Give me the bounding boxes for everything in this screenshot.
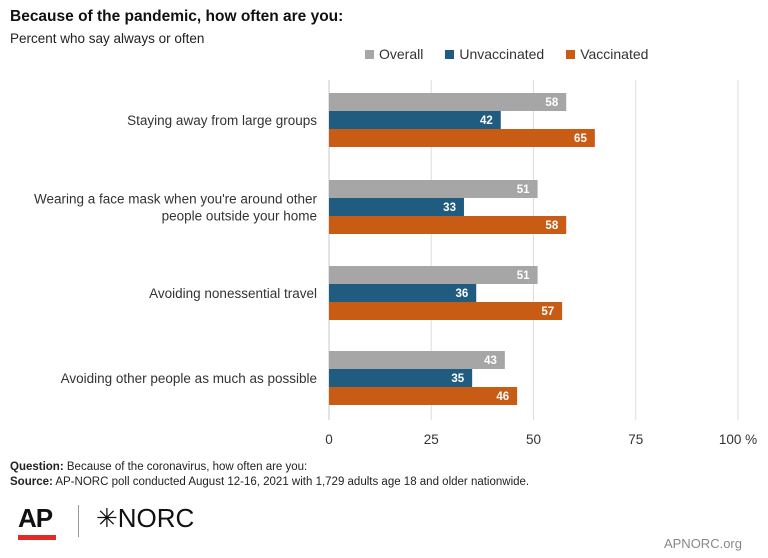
legend-label-unvaccinated: Unvaccinated [459,46,545,62]
chart-title: Because of the pandemic, how often are y… [10,8,344,25]
legend-label-overall: Overall [379,46,424,62]
bar [329,266,538,284]
ap-logo-underline [18,535,56,540]
bar [329,216,567,234]
question-label: Question: [10,461,64,473]
chart-subtitle: Percent who say always or often [10,31,205,46]
bar [329,387,518,405]
legend-swatch-vaccinated [566,49,576,59]
bar [329,129,595,147]
source-text: AP-NORC poll conducted August 12-16, 202… [55,476,530,488]
norc-logo: ✳NORC [96,503,195,533]
x-tick-label: 0 [325,432,333,447]
footer-site: APNORC.org [663,536,742,551]
data-label: 35 [451,373,464,385]
question-text: Because of the coronavirus, how often ar… [66,461,308,473]
bar [329,180,538,198]
category-label: Avoiding other people as much as possibl… [61,371,317,386]
bar [329,198,464,216]
x-tick-label: 25 [424,432,439,447]
source-note: Source: AP-NORC poll conducted August 12… [10,475,529,490]
data-label: 33 [443,202,456,214]
category-label-line: Avoiding other people as much as possibl… [61,371,317,386]
data-label: 46 [496,391,509,403]
category-label-line: people outside your home [162,209,317,224]
legend-item-vaccinated: Vaccinated [566,46,648,62]
data-label: 65 [574,133,587,145]
category-label-line: Wearing a face mask when you're around o… [34,192,317,207]
bar [329,302,563,320]
bar-chart: 0 25 50 75 100 % 58 42 65 Staying away from larg… [34,80,757,447]
chart-notes: Question: Because of the coronavirus, ho… [10,460,529,490]
bar [329,369,473,387]
legend-swatch-overall [365,49,374,59]
data-label: 58 [545,97,558,109]
data-label: 51 [517,184,530,196]
category-label-line: Staying away from large groups [127,113,317,128]
data-label: 57 [541,306,554,318]
legend-item-overall: Overall [365,46,423,62]
x-tick-label: 50 [526,432,541,447]
bar [329,93,567,111]
x-tick-label: 100 % [719,432,757,447]
bar [329,111,501,129]
chart-legend: Overall Unvaccinated Vaccinated [365,46,670,62]
category-label-line: Avoiding nonessential travel [149,286,317,301]
data-label: 58 [545,220,558,232]
bar [329,284,477,302]
bar [329,351,505,369]
data-label: 36 [455,288,468,300]
question-note: Question: Because of the coronavirus, ho… [10,460,529,475]
category-label: Avoiding nonessential travel [149,286,317,301]
data-label: 51 [517,270,530,282]
source-label: Source: [10,476,53,488]
legend-item-unvaccinated: Unvaccinated [445,46,544,62]
category-label: Wearing a face mask when you're around o… [34,192,317,224]
data-label: 43 [484,355,497,367]
x-tick-label: 75 [628,432,643,447]
ap-logo: AP [18,503,53,533]
legend-swatch-unvaccinated [445,49,455,59]
legend-label-vaccinated: Vaccinated [580,46,649,62]
data-label: 42 [480,115,493,127]
category-label: Staying away from large groups [127,113,317,128]
logo-divider [78,505,79,537]
